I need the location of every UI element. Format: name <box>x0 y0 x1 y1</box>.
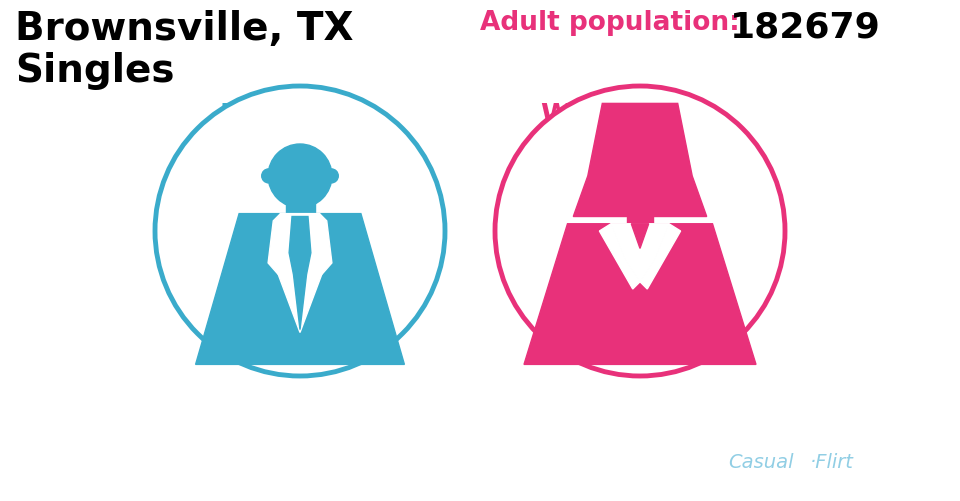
Polygon shape <box>632 224 649 249</box>
Text: Brownsville, TX: Brownsville, TX <box>15 10 353 48</box>
Text: Casual: Casual <box>728 452 794 471</box>
Text: Singles: Singles <box>15 52 175 90</box>
Polygon shape <box>640 224 681 290</box>
Circle shape <box>262 169 276 183</box>
Text: Women:: Women: <box>540 102 667 130</box>
Circle shape <box>495 87 785 376</box>
Polygon shape <box>289 217 311 330</box>
Polygon shape <box>285 186 315 214</box>
Polygon shape <box>599 224 640 290</box>
Polygon shape <box>611 224 669 282</box>
Polygon shape <box>278 214 322 333</box>
Polygon shape <box>268 214 292 275</box>
Polygon shape <box>627 174 653 224</box>
Polygon shape <box>524 224 756 365</box>
Polygon shape <box>573 104 707 217</box>
Circle shape <box>611 130 669 188</box>
Text: Adult population:: Adult population: <box>480 10 740 36</box>
Text: 48%: 48% <box>280 102 360 135</box>
Text: 51%: 51% <box>640 102 720 135</box>
Polygon shape <box>308 214 332 275</box>
Polygon shape <box>196 214 404 365</box>
Circle shape <box>155 87 445 376</box>
Text: 182679: 182679 <box>730 10 881 44</box>
Text: Men:: Men: <box>220 102 298 130</box>
Circle shape <box>324 169 338 183</box>
Circle shape <box>268 145 332 208</box>
Text: ·Flirt: ·Flirt <box>810 452 853 471</box>
